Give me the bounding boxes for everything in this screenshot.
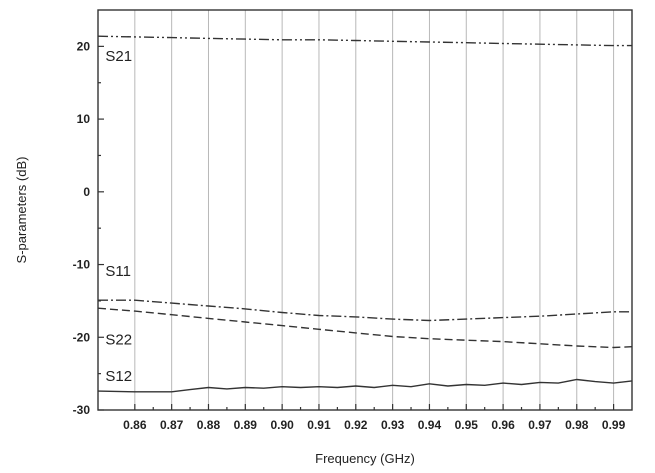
y-axis-title: S-parameters (dB): [14, 157, 29, 264]
series-s12-line: [97, 378, 633, 393]
series-s21-line: [97, 35, 632, 47]
y-tick-label: 0: [83, 185, 90, 199]
series-lines: [97, 35, 633, 393]
x-tick-label: 0.99: [602, 418, 626, 432]
series-label-s21: S21: [105, 48, 132, 65]
x-tick-label: 0.94: [418, 418, 442, 432]
x-axis-title: Frequency (GHz): [315, 451, 415, 466]
series-labels: S21 S11 S22 S12: [105, 48, 132, 385]
grid-lines: [134, 10, 615, 410]
x-tick-label: 0.89: [234, 418, 258, 432]
series-label-s12: S12: [105, 368, 132, 385]
x-tick-label: 0.90: [270, 418, 294, 432]
x-tick-label: 0.95: [455, 418, 479, 432]
y-tick-label: -10: [73, 258, 91, 272]
x-tick-label: 0.88: [197, 418, 221, 432]
x-tick-label: 0.97: [528, 418, 552, 432]
series-s22-line: [97, 307, 633, 349]
plot-frame: [97, 9, 633, 411]
series-label-s11: S11: [105, 263, 131, 280]
x-tick-label: 0.92: [344, 418, 368, 432]
y-tick-label: 10: [77, 112, 91, 126]
x-tick-label: 0.96: [491, 418, 515, 432]
x-tick-label: 0.98: [565, 418, 589, 432]
series-label-s22: S22: [105, 332, 132, 349]
series-s11-line: [98, 299, 632, 322]
y-tick-label: -20: [73, 330, 91, 344]
y-tick-label: 20: [77, 39, 91, 53]
x-tick-label: 0.87: [160, 418, 184, 432]
x-tick-label: 0.91: [307, 418, 331, 432]
y-tick-label: -30: [73, 403, 91, 417]
axis-ticks: 0.86 0.87 0.88 0.89 0.90 0.91 0.92 0.93 0.94 0.95…: [73, 39, 626, 432]
x-tick-label: 0.93: [381, 418, 405, 432]
x-tick-label: 0.86: [123, 418, 147, 432]
